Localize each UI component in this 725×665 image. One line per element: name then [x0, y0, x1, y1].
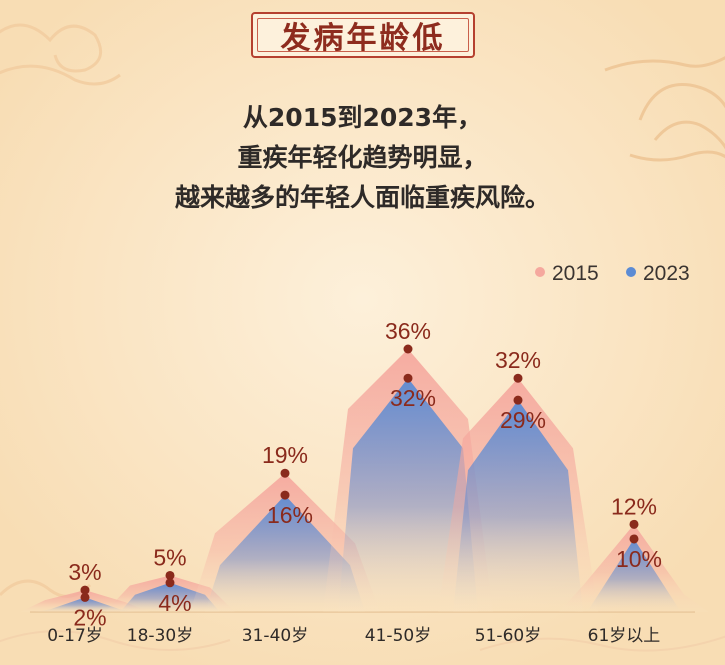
point-2015-0-17岁: [80, 585, 90, 595]
point-2015-41-50岁: [403, 344, 413, 354]
x-tick-label-18-30岁: 18-30岁: [127, 626, 193, 646]
value-label-2015-51-60岁: 32%: [495, 347, 541, 373]
legend-marker-2015: [535, 267, 545, 277]
value-label-2015-31-40岁: 19%: [262, 442, 308, 468]
subtitle-line-1: 从2015到2023年，: [242, 103, 483, 132]
point-2023-18-30岁: [165, 578, 175, 588]
area-2023-41-50岁: [338, 378, 478, 612]
point-2023-51-60岁: [513, 395, 523, 405]
value-label-2015-61岁以上: 12%: [611, 493, 657, 519]
value-label-2023-51-60岁: 29%: [500, 407, 546, 433]
point-2015-51-60岁: [513, 373, 523, 383]
legend-label-2015: 2015: [552, 262, 599, 285]
legend-label-2023: 2023: [643, 262, 690, 285]
value-label-2023-18-30岁: 4%: [158, 590, 191, 616]
point-2023-41-50岁: [403, 373, 413, 383]
value-label-2015-41-50岁: 36%: [385, 318, 431, 344]
chart-legend: 2015 2023: [535, 262, 690, 285]
page-title: 发病年龄低: [280, 21, 446, 56]
cloud-pattern-bottom: [0, 630, 725, 652]
point-2023-31-40岁: [280, 490, 290, 500]
point-2023-0-17岁: [80, 592, 90, 602]
x-tick-label-51-60岁: 51-60岁: [475, 626, 541, 646]
x-tick-label-41-50岁: 41-50岁: [365, 626, 431, 646]
area-2023-51-60岁: [453, 400, 583, 612]
value-label-2023-31-40岁: 16%: [267, 502, 313, 528]
subtitle-line-2: 重疾年轻化趋势明显，: [237, 143, 488, 172]
value-label-2023-41-50岁: 32%: [390, 385, 436, 411]
x-tick-label-61岁以上: 61岁以上: [588, 626, 661, 646]
point-2015-18-30岁: [165, 570, 175, 580]
legend-marker-2023: [626, 267, 636, 277]
point-2015-61岁以上: [629, 519, 639, 529]
area-2023-31-40岁: [205, 495, 365, 612]
point-2015-31-40岁: [280, 468, 290, 478]
value-label-2023-61岁以上: 10%: [616, 546, 662, 572]
value-label-2015-0-17岁: 3%: [68, 559, 101, 585]
cloud-pattern-right: [604, 56, 725, 162]
area-2023-61岁以上: [574, 538, 694, 612]
subtitle-line-3: 越来越多的年轻人面临重疾风险。: [174, 183, 550, 212]
x-tick-label-31-40岁: 31-40岁: [242, 626, 308, 646]
title-banner: 发病年龄低: [251, 12, 475, 58]
x-tick-label-0-17岁: 0-17岁: [47, 626, 103, 646]
value-label-2015-18-30岁: 5%: [153, 544, 186, 570]
value-label-2023-0-17岁: 2%: [73, 604, 106, 630]
point-2023-61岁以上: [629, 534, 639, 544]
